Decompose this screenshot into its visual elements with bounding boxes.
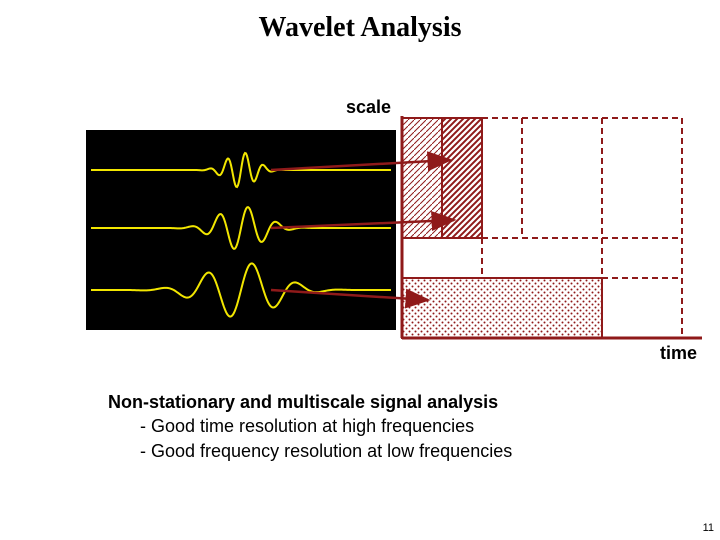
description-block: Non-stationary and multiscale signal ana… — [108, 390, 512, 463]
description-line-1: - Good time resolution at high frequenci… — [108, 414, 512, 438]
description-line-2: - Good frequency resolution at low frequ… — [108, 439, 512, 463]
page-number: 11 — [703, 522, 714, 534]
description-heading: Non-stationary and multiscale signal ana… — [108, 390, 512, 414]
